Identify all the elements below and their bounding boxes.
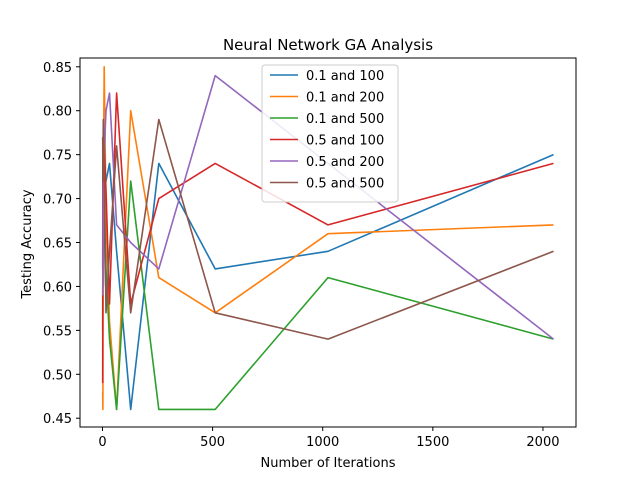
legend: 0.1 and 100 0.1 and 200 0.1 and 500 0.5 and… bbox=[261, 64, 399, 203]
x-tick-label: 2000 bbox=[526, 435, 559, 450]
x-tick-label: 0 bbox=[98, 435, 106, 450]
legend-box bbox=[261, 64, 399, 203]
legend-label: 0.5 and 500 bbox=[306, 177, 384, 192]
legend-label: 0.5 and 200 bbox=[306, 155, 384, 170]
y-tick-label: 0.65 bbox=[43, 237, 72, 252]
x-tick-label: 1500 bbox=[416, 435, 449, 450]
legend-label: 0.1 and 200 bbox=[306, 91, 384, 106]
chart-title: Neural Network GA Analysis bbox=[223, 36, 433, 54]
legend-label: 0.5 and 100 bbox=[306, 134, 384, 149]
y-tick-label: 0.55 bbox=[43, 324, 72, 339]
y-tick-label: 0.70 bbox=[43, 193, 72, 208]
y-tick-label: 0.75 bbox=[43, 149, 72, 164]
y-tick-label: 0.85 bbox=[43, 61, 72, 76]
x-tick-label: 1000 bbox=[306, 435, 339, 450]
legend-label: 0.1 and 500 bbox=[306, 112, 384, 127]
y-tick-label: 0.80 bbox=[43, 105, 72, 120]
x-tick-label: 500 bbox=[200, 435, 225, 450]
x-axis-label: Number of Iterations bbox=[261, 456, 396, 471]
series-line-5 bbox=[101, 74, 554, 340]
y-tick-label: 0.50 bbox=[43, 368, 72, 383]
series-line-6 bbox=[101, 118, 554, 340]
x-axis: 0 500 1000 1500 2000 bbox=[98, 427, 560, 450]
y-tick-label: 0.45 bbox=[43, 412, 72, 427]
y-axis: 0.45 0.50 0.55 0.60 0.65 0.70 0.75 0.80 0.85 bbox=[43, 61, 80, 427]
y-axis-label: Testing Accuracy bbox=[20, 189, 35, 299]
legend-label: 0.1 and 100 bbox=[306, 69, 384, 84]
y-tick-label: 0.60 bbox=[43, 280, 72, 295]
